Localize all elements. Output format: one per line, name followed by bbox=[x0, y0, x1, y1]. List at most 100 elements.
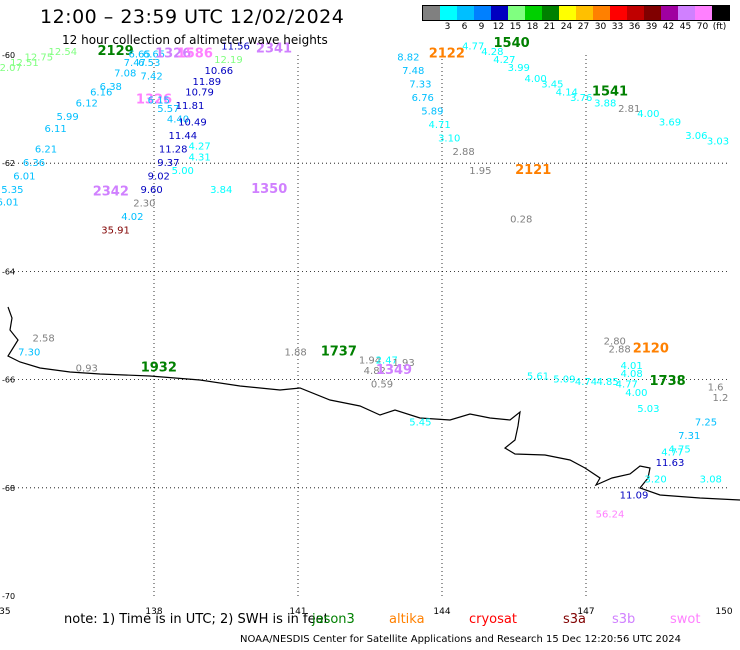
wave-height-label: 4.00 bbox=[637, 109, 659, 120]
pass-time-label: 1540 bbox=[494, 36, 530, 51]
legend-label: 36 bbox=[628, 22, 641, 32]
credit-line: NOAA/NESDIS Center for Satellite Applica… bbox=[240, 634, 682, 645]
page-title: 12:00 – 23:59 UTC 12/02/2024 bbox=[40, 6, 345, 28]
legend-swatch bbox=[695, 6, 712, 20]
wave-height-label: 7.08 bbox=[114, 69, 136, 80]
pass-time-label: 1738 bbox=[650, 374, 686, 389]
wave-height-label: 4.77 bbox=[661, 447, 683, 458]
legend-swatch bbox=[593, 6, 610, 20]
wave-height-label: 5.35 bbox=[1, 185, 23, 196]
pass-time-label: 2341 bbox=[256, 41, 292, 56]
wave-height-label: 9.37 bbox=[157, 158, 179, 169]
wave-height-label: 4.85 bbox=[596, 377, 618, 388]
legend-swatch bbox=[457, 6, 474, 20]
wave-height-label: 3.88 bbox=[594, 98, 616, 109]
wave-height-label: 1.95 bbox=[469, 166, 491, 177]
legend-label: 3 bbox=[444, 22, 451, 32]
wave-height-label: 6.65 bbox=[143, 50, 165, 61]
wave-height-label: 2.47 bbox=[376, 355, 398, 366]
wave-height-label: 4.82 bbox=[364, 366, 386, 377]
legend-swatch bbox=[440, 6, 457, 20]
wave-height-label: 7.48 bbox=[402, 66, 424, 77]
wave-height-label: 10.79 bbox=[185, 88, 214, 99]
wave-height-label: 12.07 bbox=[0, 63, 22, 74]
wave-height-label: 4.00 bbox=[524, 74, 546, 85]
lat-tick-label: -68 bbox=[2, 484, 15, 493]
wave-height-label: 8.82 bbox=[397, 52, 419, 63]
legend-label: 12 bbox=[492, 22, 505, 32]
wave-height-label: 5.61 bbox=[527, 372, 549, 383]
legend-label: 6 bbox=[461, 22, 468, 32]
wave-height-label: 4.31 bbox=[188, 152, 210, 163]
wave-height-label: 7.25 bbox=[695, 418, 717, 429]
satellite-s3b: s3b bbox=[612, 612, 636, 627]
wave-height-label: 7.30 bbox=[18, 347, 40, 358]
wave-height-label: 12.19 bbox=[214, 55, 243, 66]
wave-height-label: 3.69 bbox=[659, 117, 681, 128]
wave-height-label: 2.88 bbox=[452, 147, 474, 158]
pass-time-label: 2129 bbox=[98, 44, 134, 59]
wave-height-label: 2.80 bbox=[604, 336, 626, 347]
lat-tick-label: -62 bbox=[2, 159, 15, 168]
pass-time-label: 2121 bbox=[515, 163, 551, 178]
wave-height-label: 11.89 bbox=[192, 77, 221, 88]
legend-swatch bbox=[474, 6, 491, 20]
coastline bbox=[7, 306, 740, 501]
wave-height-label: 5.57 bbox=[157, 104, 179, 115]
wave-height-label: 1.94 bbox=[359, 355, 381, 366]
wave-height-label: 3.84 bbox=[210, 185, 232, 196]
legend-swatch bbox=[576, 6, 593, 20]
legend-bar bbox=[422, 5, 730, 21]
wave-height-label: 5.99 bbox=[56, 112, 78, 123]
wave-height-label: 12.54 bbox=[48, 47, 77, 58]
wave-height-label: 0.93 bbox=[76, 363, 98, 374]
wave-height-label: 4.27 bbox=[493, 55, 515, 66]
lon-tick-label: 141 bbox=[289, 607, 306, 617]
wave-height-label: 1.6 bbox=[708, 382, 724, 393]
pass-time-label: 1326 bbox=[155, 47, 191, 62]
wave-height-label: 4.14 bbox=[556, 88, 578, 99]
wave-height-label: 6.65 bbox=[128, 50, 150, 61]
legend-label: 18 bbox=[526, 22, 539, 32]
wave-height-label: 0.28 bbox=[510, 215, 532, 226]
wave-height-label: 11.44 bbox=[168, 131, 197, 142]
lon-tick-label: 135 bbox=[0, 607, 11, 617]
wave-height-label: 6.38 bbox=[100, 82, 122, 93]
wave-height-label: 3.99 bbox=[508, 63, 530, 74]
wave-height-label: 5.09 bbox=[553, 374, 575, 385]
pass-time-label: 1326 bbox=[136, 93, 172, 108]
wave-height-label: 12.51 bbox=[10, 58, 39, 69]
wave-height-label: 6.12 bbox=[76, 98, 98, 109]
wave-height-label: 3.76 bbox=[570, 93, 592, 104]
legend-label: 9 bbox=[478, 22, 485, 32]
wave-height-label: 56.24 bbox=[596, 510, 625, 521]
wave-height-label: 9.02 bbox=[148, 171, 170, 182]
wave-height-label: 3.06 bbox=[685, 131, 707, 142]
footer-note: note: 1) Time is in UTC; 2) SWH is in fe… bbox=[64, 612, 329, 627]
wave-height-label: 2.81 bbox=[618, 104, 640, 115]
legend-label: 15 bbox=[509, 22, 522, 32]
wave-height-label: 35.91 bbox=[101, 226, 130, 237]
lat-tick-label: -64 bbox=[2, 267, 15, 276]
wave-height-label: 6.15 bbox=[148, 96, 170, 107]
wave-height-label: 6.11 bbox=[44, 124, 66, 135]
wave-height-label: 11.09 bbox=[620, 491, 649, 502]
wave-height-label: 7.33 bbox=[409, 79, 431, 90]
wave-height-label: 3.08 bbox=[700, 474, 722, 485]
wave-height-label: 4.77 bbox=[462, 42, 484, 53]
legend-swatch bbox=[661, 6, 678, 20]
legend-label: (ft) bbox=[712, 22, 727, 32]
pass-time-label: 2342 bbox=[93, 185, 129, 200]
wave-height-label: 7.42 bbox=[140, 71, 162, 82]
wave-height-label: 2.88 bbox=[608, 345, 630, 356]
legend-label: 30 bbox=[594, 22, 607, 32]
satellite-s3a: s3a bbox=[563, 612, 587, 627]
satellite-swot: swot bbox=[670, 612, 701, 627]
wave-height-label: 5.00 bbox=[172, 166, 194, 177]
legend-swatch bbox=[627, 6, 644, 20]
wave-height-label: 11.63 bbox=[656, 458, 685, 469]
wave-height-label: 4.02 bbox=[121, 212, 143, 223]
wave-height-label: 6.36 bbox=[23, 158, 45, 169]
wave-height-label: 6.01 bbox=[0, 197, 19, 208]
pass-time-label: 1586 bbox=[177, 47, 213, 62]
